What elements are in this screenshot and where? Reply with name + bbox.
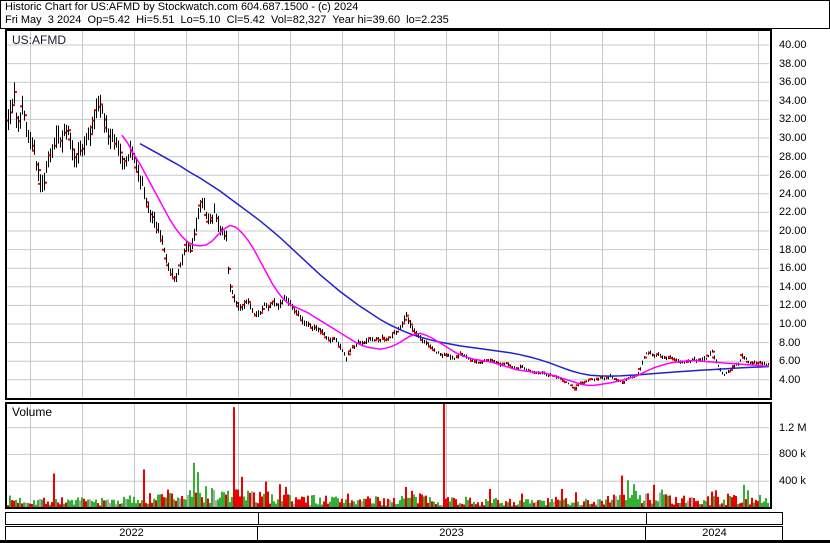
ma50-line — [121, 134, 769, 387]
price-axis-label: 38.00 — [779, 57, 807, 70]
price-axis-label: 26.00 — [779, 169, 807, 182]
price-axis-label: 22.00 — [779, 206, 807, 219]
price-axis-label: 30.00 — [779, 132, 807, 144]
price-axis-label: 10.00 — [779, 318, 807, 330]
chart-title: Historic Chart for US:AFMD by Stockwatch… — [5, 1, 359, 13]
price-axis-label: 20.00 — [779, 225, 807, 237]
year-axis: 2022 2023 2024 — [5, 526, 783, 541]
volume-axis-label: 800 k — [779, 448, 806, 461]
price-axis-label: 4.00 — [779, 373, 801, 386]
chart-header: Historic Chart for US:AFMD by Stockwatch… — [0, 0, 830, 29]
ma200-line — [139, 142, 769, 377]
price-axis-label: 32.00 — [779, 113, 807, 126]
year-label-2023: 2023 — [258, 527, 646, 540]
quote-summary: Fri May 3 2024 Op=5.42 Hi=5.51 Lo=5.10 C… — [5, 14, 449, 26]
price-axis-label: 6.00 — [779, 355, 801, 368]
scrollbar-year-divider — [258, 513, 259, 524]
symbol-label: US:AFMD — [12, 33, 66, 47]
price-axis-label: 34.00 — [779, 94, 807, 107]
volume-axis-label: 1.2 M — [779, 421, 807, 434]
price-axis-label: 28.00 — [779, 150, 807, 163]
volume-bars — [7, 404, 769, 507]
price-axis-label: 12.00 — [779, 299, 807, 312]
price-axis-label: 8.00 — [779, 336, 801, 349]
year-label-2022: 2022 — [6, 527, 258, 540]
year-label-2024: 2024 — [702, 527, 727, 539]
price-axis-label: 14.00 — [779, 280, 807, 293]
bottom-border — [0, 540, 830, 543]
price-grid — [7, 31, 769, 397]
volume-grid — [7, 404, 769, 507]
volume-panel-label: Volume — [12, 405, 53, 419]
volume-axis-label: 400 k — [779, 475, 806, 488]
candlestick-series — [7, 82, 769, 391]
price-axis-label: 16.00 — [779, 262, 807, 275]
price-axis-label: 18.00 — [779, 243, 807, 256]
timeline-scrollbar[interactable] — [5, 512, 783, 525]
price-axis-label: 36.00 — [779, 76, 807, 89]
panel-borders — [5, 29, 772, 509]
price-axis-label: 24.00 — [779, 187, 807, 200]
scrollbar-year-divider — [646, 513, 647, 524]
price-axis-label: 40.00 — [779, 39, 807, 51]
